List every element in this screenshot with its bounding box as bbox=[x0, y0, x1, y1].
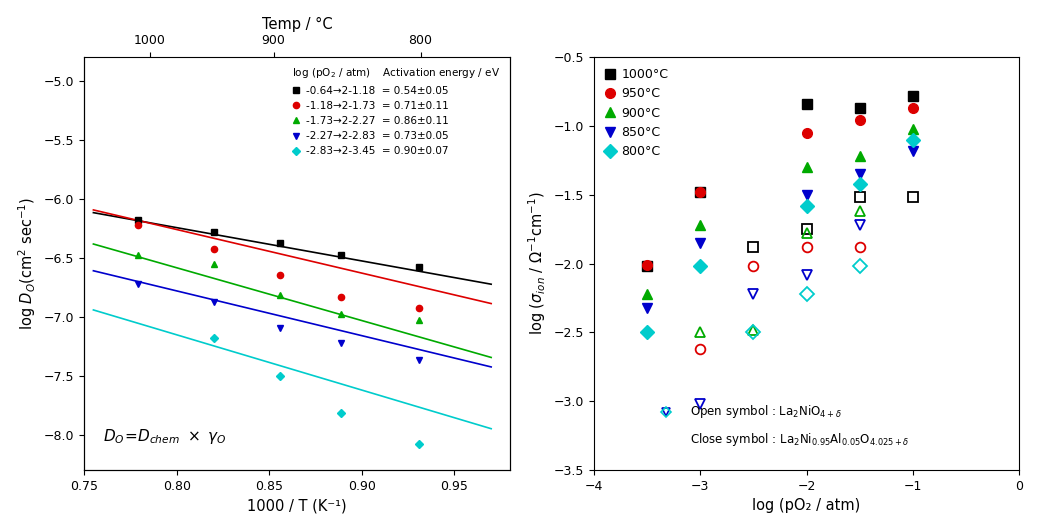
X-axis label: Temp / °C: Temp / °C bbox=[262, 16, 332, 32]
Legend: -0.64→2-1.18  = 0.54±0.05, -1.18→2-1.73  = 0.71±0.11, -1.73→2-2.27  = 0.86±0.11,: -0.64→2-1.18 = 0.54±0.05, -1.18→2-1.73 =… bbox=[288, 62, 504, 161]
X-axis label: log (pO₂ / atm): log (pO₂ / atm) bbox=[753, 498, 861, 514]
Legend: 1000°C, 950°C, 900°C, 850°C, 800°C: 1000°C, 950°C, 900°C, 850°C, 800°C bbox=[600, 63, 673, 163]
Text: Open symbol : La$_2$NiO$_{4+\delta}$: Open symbol : La$_2$NiO$_{4+\delta}$ bbox=[690, 403, 841, 420]
X-axis label: 1000 / T (K⁻¹): 1000 / T (K⁻¹) bbox=[248, 498, 346, 514]
Text: Close symbol : La$_2$Ni$_{0.95}$Al$_{0.05}$O$_{4.025+\delta}$: Close symbol : La$_2$Ni$_{0.95}$Al$_{0.0… bbox=[690, 430, 909, 447]
Y-axis label: log $D_O$(cm$^2$ sec$^{-1}$): log $D_O$(cm$^2$ sec$^{-1}$) bbox=[17, 197, 38, 330]
Y-axis label: log ($\sigma_{ion}$ / $\Omega^{-1}$cm$^{-1}$): log ($\sigma_{ion}$ / $\Omega^{-1}$cm$^{… bbox=[526, 192, 548, 335]
Text: $D_O\!=\!D_{chem}\ \times\ \gamma_O$: $D_O\!=\!D_{chem}\ \times\ \gamma_O$ bbox=[103, 427, 227, 446]
